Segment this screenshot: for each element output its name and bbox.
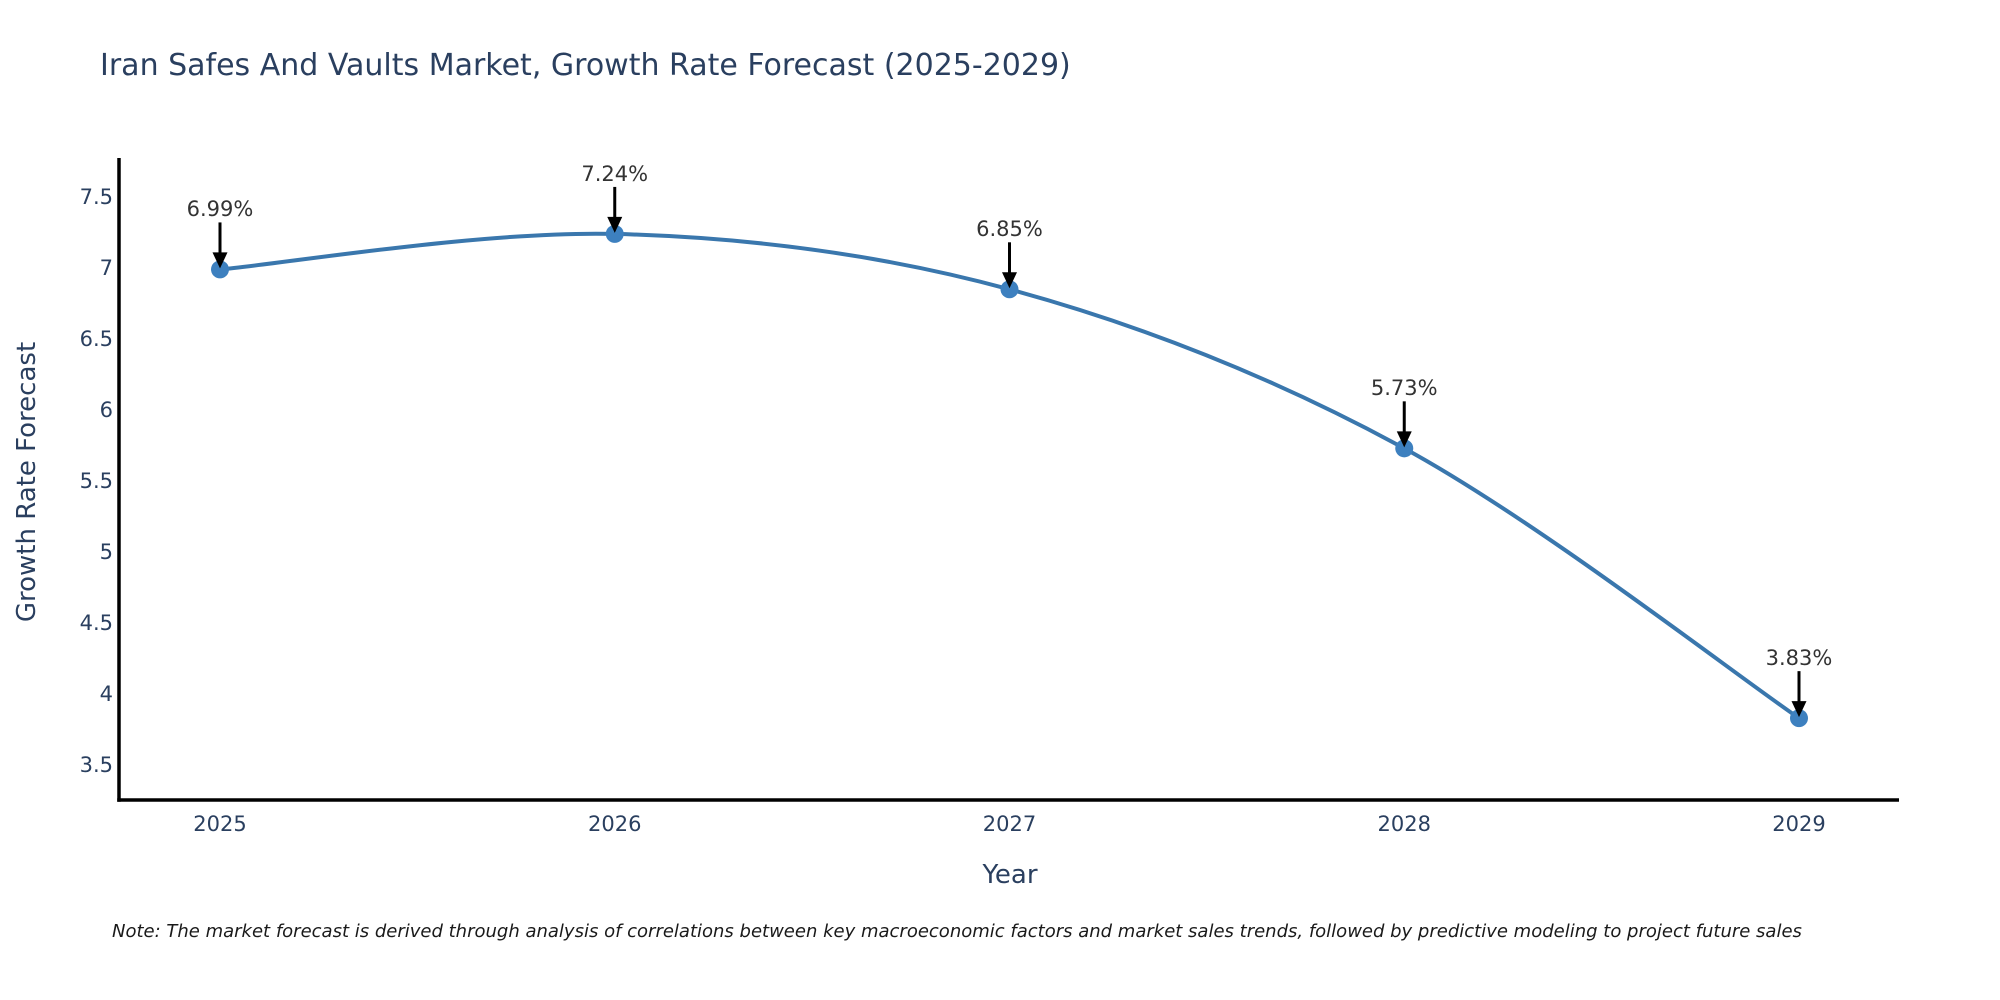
y-axis-title: Growth Rate Forecast xyxy=(12,341,42,623)
y-tick-label: 7.5 xyxy=(79,185,113,209)
data-point-marker xyxy=(605,224,624,243)
annotation-arrow-head xyxy=(1791,701,1807,718)
y-tick-label: 4.5 xyxy=(79,611,113,635)
y-tick-label: 7 xyxy=(99,256,113,280)
footnote: Note: The market forecast is derived thr… xyxy=(112,921,1802,942)
data-point-marker xyxy=(211,260,229,279)
point-value-label: 6.85% xyxy=(976,217,1043,242)
x-tick-label: 2029 xyxy=(1772,812,1826,836)
y-tick-label: 6 xyxy=(99,398,113,422)
x-tick-label: 2027 xyxy=(982,812,1037,836)
x-axis-title: Year xyxy=(982,860,1038,890)
data-point-marker xyxy=(1000,280,1019,299)
y-tick-label: 4 xyxy=(99,682,113,706)
x-tick-label: 2026 xyxy=(588,812,642,836)
annotation-arrow-head xyxy=(1396,431,1412,448)
data-point-marker xyxy=(1395,439,1414,458)
y-tick-label: 5.5 xyxy=(79,469,113,493)
y-tick-label: 6.5 xyxy=(79,327,113,351)
x-tick-label: 2028 xyxy=(1377,812,1431,836)
y-tick-label: 3.5 xyxy=(79,753,113,777)
chart-title: Iran Safes And Vaults Market, Growth Rat… xyxy=(100,48,1071,83)
annotation-arrow-head xyxy=(607,216,623,233)
x-tick-label: 2025 xyxy=(193,812,247,836)
point-value-label: 5.73% xyxy=(1370,376,1438,401)
data-point-marker xyxy=(1790,709,1808,728)
forecast-line xyxy=(219,231,1801,720)
point-value-label: 6.99% xyxy=(186,197,254,222)
point-value-label: 7.24% xyxy=(581,161,649,186)
point-value-label: 3.83% xyxy=(1765,646,1833,671)
annotation-arrow-head xyxy=(212,252,228,269)
y-tick-label: 5 xyxy=(99,540,113,564)
annotation-arrow-head xyxy=(1002,272,1017,289)
